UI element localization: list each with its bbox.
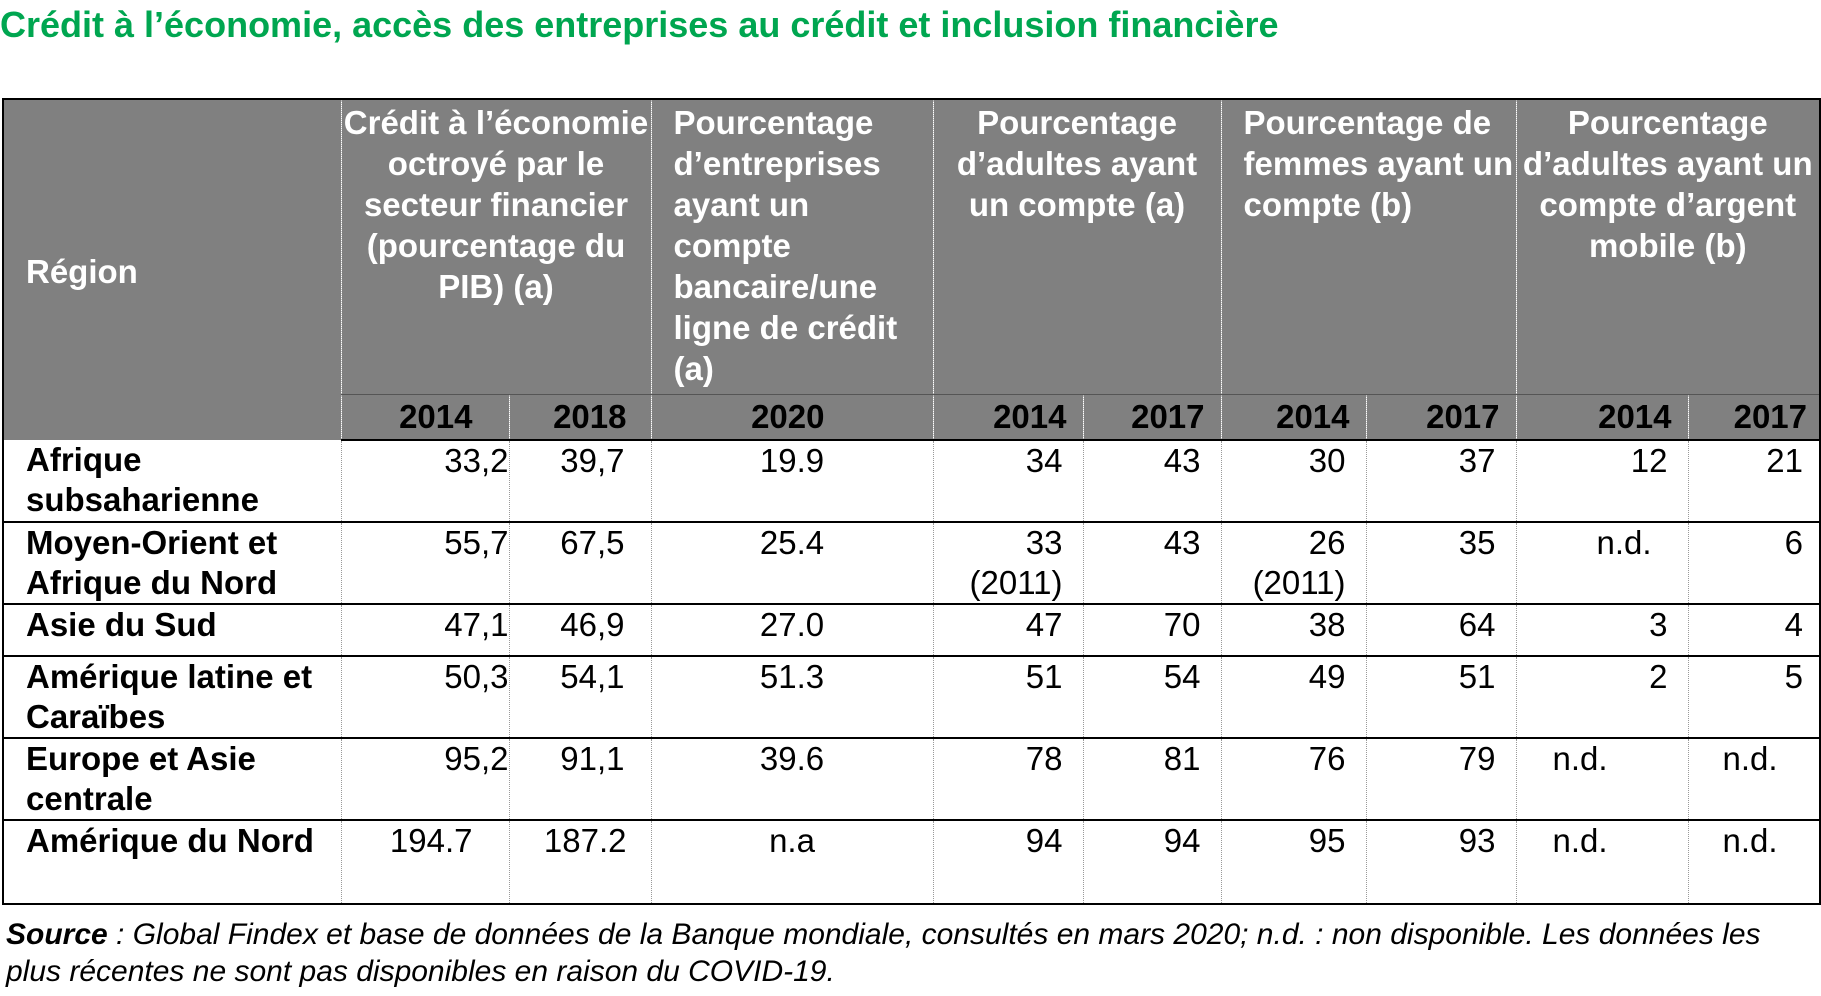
year-header: 2017: [1366, 394, 1517, 441]
table-row: Afrique subsaharienne 33,2 39,7 19.9 34 …: [3, 440, 1821, 523]
table-row: Amérique du Nord 194.7 187.2 n.a 94 94 9…: [3, 820, 1821, 905]
cell-credit-2018: 187.2: [509, 820, 652, 905]
cell-women-2017: 79: [1366, 738, 1517, 821]
year-header: 2017: [1083, 394, 1222, 441]
cell-women-2017: 93: [1366, 820, 1517, 905]
cell-adults-2017: 81: [1083, 738, 1222, 821]
cell-adults-2014: 47: [933, 604, 1084, 657]
cell-women-2014: 76: [1221, 738, 1367, 821]
cell-enterprises-2020: 27.0: [651, 604, 934, 657]
data-table: Région Crédit à l’économie octroyé par l…: [2, 98, 1821, 905]
cell-credit-2014: 95,2: [341, 738, 510, 821]
cell-women-2017: 37: [1366, 440, 1517, 523]
region-name: Europe et Asie centrale: [3, 738, 342, 821]
cell-mobile-2017: 6: [1688, 522, 1821, 605]
cell-credit-2014: 33,2: [341, 440, 510, 523]
region-name: Moyen-Orient et Afrique du Nord: [3, 522, 342, 605]
cell-credit-2018: 54,1: [509, 656, 652, 739]
cell-credit-2018: 39,7: [509, 440, 652, 523]
header-enterprises: Pourcentage d’entreprises ayant un compt…: [651, 99, 934, 395]
source-text: : Global Findex et base de données de la…: [6, 918, 1761, 988]
table-row: Europe et Asie centrale 95,2 91,1 39.6 7…: [3, 738, 1821, 821]
cell-credit-2018: 46,9: [509, 604, 652, 657]
cell-adults-2014: 51: [933, 656, 1084, 739]
cell-credit-2018: 67,5: [509, 522, 652, 605]
region-name: Amérique du Nord: [3, 820, 342, 905]
year-row: 2014 2018 2020 2014 2017 2014 2017 2014 …: [3, 394, 1821, 441]
cell-mobile-2017: n.d.: [1688, 738, 1821, 821]
cell-mobile-2014: 12: [1516, 440, 1689, 523]
cell-mobile-2017: 21: [1688, 440, 1821, 523]
cell-mobile-2014: n.d.: [1516, 820, 1689, 905]
header-adults: Pourcentage d’adultes ayant un compte (a…: [933, 99, 1222, 395]
cell-enterprises-2020: 19.9: [651, 440, 934, 523]
year-header: 2018: [509, 394, 652, 441]
cell-adults-2014: 78: [933, 738, 1084, 821]
region-name: Afrique subsaharienne: [3, 440, 342, 523]
year-header: 2017: [1688, 394, 1821, 441]
source-note: Source : Global Findex et base de donnée…: [6, 916, 1806, 990]
header-women: Pourcentage de femmes ayant un compte (b…: [1221, 99, 1517, 395]
cell-credit-2014: 50,3: [341, 656, 510, 739]
table-row: Asie du Sud 47,1 46,9 27.0 47 70 38 64 3…: [3, 604, 1821, 657]
cell-mobile-2014: n.d.: [1516, 522, 1689, 605]
cell-adults-2014: 94: [933, 820, 1084, 905]
header-mobile: Pourcentage d’adultes ayant un compte d’…: [1516, 99, 1821, 395]
header-row: Région Crédit à l’économie octroyé par l…: [3, 99, 1821, 440]
cell-credit-2014: 47,1: [341, 604, 510, 657]
cell-women-2017: 64: [1366, 604, 1517, 657]
cell-adults-2014: 34: [933, 440, 1084, 523]
cell-women-2017: 51: [1366, 656, 1517, 739]
cell-mobile-2014: 3: [1516, 604, 1689, 657]
region-name: Amérique latine et Caraïbes: [3, 656, 342, 739]
cell-enterprises-2020: 51.3: [651, 656, 934, 739]
cell-adults-2017: 70: [1083, 604, 1222, 657]
page-title: Crédit à l’économie, accès des entrepris…: [0, 4, 1279, 45]
table-row: Amérique latine et Caraïbes 50,3 54,1 51…: [3, 656, 1821, 739]
year-header: 2014: [1516, 394, 1689, 441]
region-name: Asie du Sud: [3, 604, 342, 657]
cell-enterprises-2020: 39.6: [651, 738, 934, 821]
cell-mobile-2017: 4: [1688, 604, 1821, 657]
cell-mobile-2014: 2: [1516, 656, 1689, 739]
cell-adults-2017: 43: [1083, 522, 1222, 605]
cell-enterprises-2020: 25.4: [651, 522, 934, 605]
cell-women-2014: 95: [1221, 820, 1367, 905]
cell-adults-2017: 94: [1083, 820, 1222, 905]
cell-enterprises-2020: n.a: [651, 820, 934, 905]
cell-women-2014: 26 (2011): [1221, 522, 1367, 605]
year-header: 2014: [1221, 394, 1367, 441]
cell-adults-2017: 54: [1083, 656, 1222, 739]
cell-credit-2014: 194.7: [341, 820, 510, 905]
cell-mobile-2017: 5: [1688, 656, 1821, 739]
source-label: Source: [6, 918, 108, 951]
header-region: Région: [3, 99, 342, 440]
year-header: 2014: [933, 394, 1084, 441]
cell-women-2014: 38: [1221, 604, 1367, 657]
cell-adults-2014: 33 (2011): [933, 522, 1084, 605]
cell-adults-2017: 43: [1083, 440, 1222, 523]
cell-credit-2014: 55,7: [341, 522, 510, 605]
cell-credit-2018: 91,1: [509, 738, 652, 821]
year-header: 2014: [341, 394, 510, 441]
cell-mobile-2014: n.d.: [1516, 738, 1689, 821]
cell-women-2014: 30: [1221, 440, 1367, 523]
header-credit: Crédit à l’économie octroyé par le secte…: [341, 99, 652, 395]
cell-women-2017: 35: [1366, 522, 1517, 605]
cell-women-2014: 49: [1221, 656, 1367, 739]
cell-mobile-2017: n.d.: [1688, 820, 1821, 905]
year-header: 2020: [651, 394, 934, 441]
table-row: Moyen-Orient et Afrique du Nord 55,7 67,…: [3, 522, 1821, 605]
